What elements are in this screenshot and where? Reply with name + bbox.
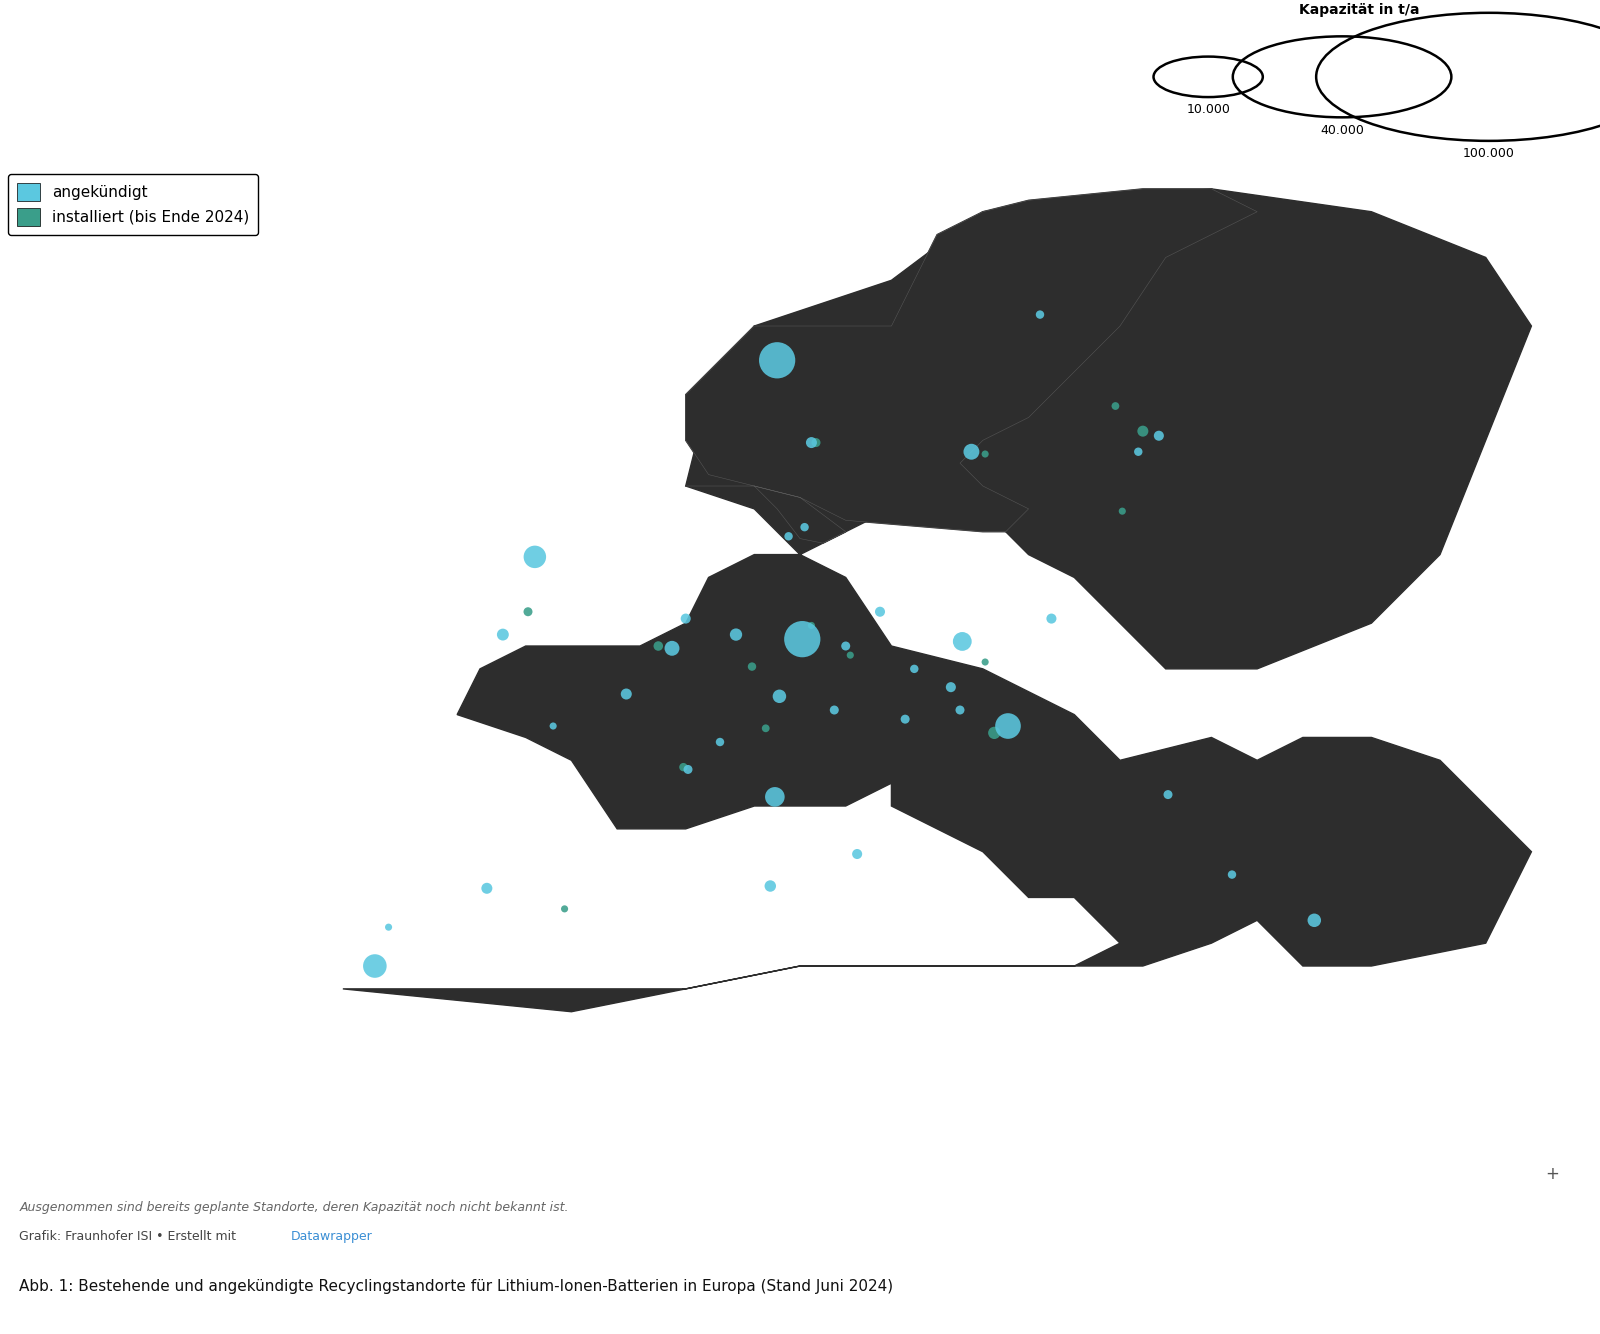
Polygon shape [342, 189, 1531, 1011]
Circle shape [830, 706, 838, 715]
Circle shape [523, 607, 533, 616]
Circle shape [758, 342, 795, 379]
Circle shape [1112, 402, 1120, 410]
Circle shape [981, 659, 989, 666]
Circle shape [1154, 431, 1163, 440]
Circle shape [773, 690, 786, 703]
Circle shape [765, 880, 776, 891]
Circle shape [762, 724, 770, 732]
Circle shape [800, 523, 808, 531]
Text: 100.000: 100.000 [1462, 147, 1515, 160]
Text: Kapazität in t/a: Kapazität in t/a [1299, 3, 1419, 17]
Circle shape [482, 883, 493, 894]
Circle shape [1035, 311, 1045, 319]
Circle shape [989, 727, 1000, 739]
Circle shape [853, 848, 862, 859]
Text: Datawrapper: Datawrapper [291, 1230, 373, 1243]
Circle shape [523, 546, 546, 568]
Circle shape [842, 642, 850, 651]
Circle shape [901, 715, 910, 723]
Circle shape [784, 532, 792, 540]
Circle shape [808, 622, 814, 630]
Circle shape [981, 451, 989, 458]
Text: 40.000: 40.000 [1320, 124, 1365, 137]
Text: 10.000: 10.000 [1186, 104, 1230, 116]
Circle shape [680, 763, 688, 771]
Circle shape [784, 622, 821, 658]
Circle shape [806, 438, 818, 448]
Circle shape [955, 706, 965, 715]
Circle shape [562, 906, 568, 912]
Circle shape [1227, 870, 1237, 879]
Text: Grafik: Fraunhofer ISI • Erstellt mit: Grafik: Fraunhofer ISI • Erstellt mit [19, 1230, 240, 1243]
Text: Abb. 1: Bestehende und angekündigte Recyclingstandorte für Lithium-Ionen-Batteri: Abb. 1: Bestehende und angekündigte Recy… [19, 1279, 893, 1294]
Legend: angekündigt, installiert (bis Ende 2024): angekündigt, installiert (bis Ende 2024) [8, 173, 258, 235]
Circle shape [549, 723, 557, 730]
Circle shape [910, 664, 918, 674]
Circle shape [954, 632, 971, 651]
Circle shape [1046, 614, 1056, 623]
Circle shape [963, 444, 979, 460]
Circle shape [363, 954, 387, 978]
Circle shape [730, 628, 742, 640]
Circle shape [875, 607, 885, 616]
Circle shape [680, 614, 691, 623]
Circle shape [653, 642, 662, 651]
Circle shape [765, 787, 784, 807]
Circle shape [621, 688, 632, 699]
Circle shape [946, 682, 955, 692]
Circle shape [1163, 790, 1173, 799]
Circle shape [498, 628, 509, 640]
Text: Ausgenommen sind bereits geplante Standorte, deren Kapazität noch nicht bekannt : Ausgenommen sind bereits geplante Stando… [19, 1201, 568, 1214]
Circle shape [683, 764, 693, 774]
Circle shape [846, 651, 854, 659]
Circle shape [747, 663, 757, 671]
Circle shape [715, 738, 725, 746]
Circle shape [995, 714, 1021, 739]
Circle shape [1138, 426, 1149, 436]
Circle shape [1134, 447, 1142, 456]
Text: +: + [1546, 1165, 1558, 1183]
Circle shape [1118, 508, 1126, 515]
Circle shape [386, 923, 392, 931]
Circle shape [811, 438, 821, 447]
Circle shape [664, 640, 680, 656]
Polygon shape [686, 189, 1258, 543]
Circle shape [1307, 914, 1322, 927]
